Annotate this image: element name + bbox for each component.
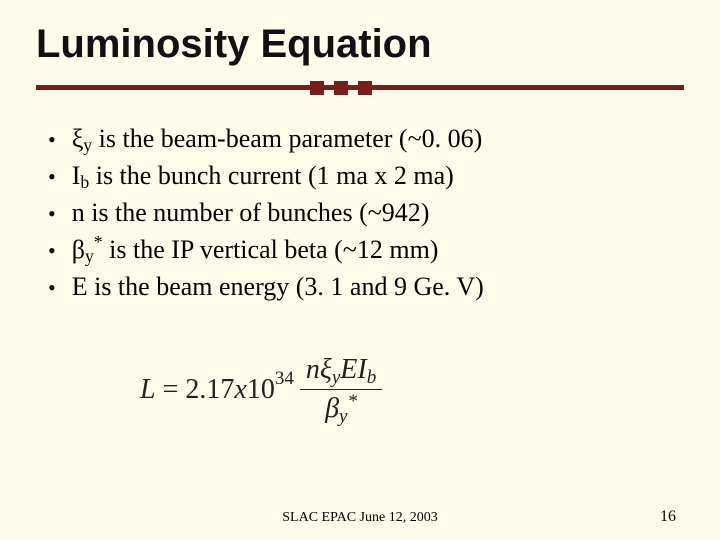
- fraction-bar: [300, 389, 382, 390]
- list-item: • E is the beam energy (3. 1 and 9 Ge. V…: [44, 269, 684, 306]
- bullet-icon: •: [48, 159, 56, 194]
- bullet-text: n is the number of bunches (~942): [72, 195, 430, 232]
- page-number: 16: [660, 508, 676, 526]
- rule-square: [334, 81, 348, 95]
- rule-square: [358, 81, 372, 95]
- equation-denominator: βy*: [319, 393, 363, 425]
- bullet-text: βy* is the IP vertical beta (~12 mm): [72, 232, 439, 269]
- equation-lhs: L = 2.17 x 1034: [140, 374, 294, 406]
- bullet-icon: •: [48, 196, 56, 231]
- bullet-icon: •: [48, 122, 56, 157]
- list-item: • ξy is the beam-beam parameter (~0. 06): [44, 121, 684, 158]
- title-rule: [36, 81, 684, 95]
- bullet-list: • ξy is the beam-beam parameter (~0. 06)…: [36, 121, 684, 306]
- bullet-text: Ib is the bunch current (1 ma x 2 ma): [72, 158, 454, 195]
- bullet-text: E is the beam energy (3. 1 and 9 Ge. V): [72, 269, 484, 306]
- bullet-icon: •: [48, 233, 56, 268]
- list-item: • Ib is the bunch current (1 ma x 2 ma): [44, 158, 684, 195]
- equation-fraction: nξyEIb βy*: [300, 354, 382, 425]
- footer-text: SLAC EPAC June 12, 2003: [0, 510, 720, 526]
- slide-title: Luminosity Equation: [36, 22, 684, 67]
- list-item: • βy* is the IP vertical beta (~12 mm): [44, 232, 684, 269]
- bullet-text: ξy is the beam-beam parameter (~0. 06): [72, 121, 483, 158]
- rule-square: [310, 81, 324, 95]
- bullet-icon: •: [48, 270, 56, 305]
- equation-numerator: nξyEIb: [300, 354, 382, 386]
- luminosity-equation: L = 2.17 x 1034 nξyEIb βy*: [140, 354, 382, 425]
- list-item: • n is the number of bunches (~942): [44, 195, 684, 232]
- rule-squares: [310, 81, 372, 95]
